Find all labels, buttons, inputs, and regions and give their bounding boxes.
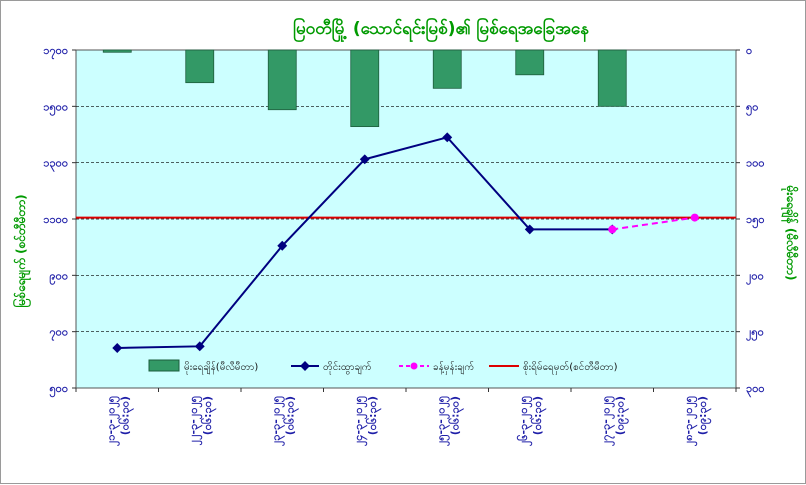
x-tick-label-time: (၀၆:၃၀) — [283, 396, 299, 435]
left-tick-label: ၁၁၀၀ — [43, 213, 68, 226]
x-tick-label-date: ၂၃-၃-၂၀၂၅ — [269, 395, 285, 446]
right-tick-label: ၃၀၀ — [746, 382, 765, 398]
x-tick-label-time: (၀၉:၃၀) — [696, 396, 712, 435]
legend-label-rainfall: မိုးရေချိန်(မီလီမီတာ) — [184, 360, 258, 375]
chart-title: မြဝတီမြို့ (သောင်ရင်းမြစ်)၏ မြစ်ရေအခြေအန… — [293, 16, 589, 43]
forecast-series-line — [612, 216, 695, 231]
rainfall-bar — [432, 49, 462, 89]
rainfall-bar — [102, 49, 132, 53]
legend-marker-forecast — [410, 362, 418, 370]
rainfall-bar — [515, 49, 545, 76]
forecast-point — [690, 213, 699, 222]
x-tick-label-date: ၂၁-၃-၂၀၂၅ — [104, 395, 120, 446]
left-tick-label: ၁၅၀၀ — [43, 100, 68, 116]
measured-point — [359, 154, 370, 165]
x-tick-label-date: ၂၅-၃-၂၀၂၅ — [434, 395, 450, 446]
forecast-point — [608, 225, 617, 234]
water-level-lines — [76, 132, 736, 353]
measured-point — [194, 341, 205, 352]
right-tick-label: ၂၅၀ — [746, 326, 764, 342]
left-tick-label: ၅၀၀ — [49, 382, 68, 398]
measured-point — [524, 224, 535, 235]
x-tick-label-date: ၂၇-၃-၂၀၂၅ — [599, 395, 615, 446]
legend-marker-measured — [300, 361, 310, 371]
x-tick-label-time: (၀၆:၃၀) — [531, 396, 547, 435]
x-tick-label-time: (၀၆:၃၀) — [118, 396, 134, 435]
rainfall-bars — [102, 49, 627, 128]
legend: မိုးရေချိန်(မီလီမီတာ) တိုင်းထွာချက် ခန့်မှ… — [148, 359, 618, 375]
x-tick-label-date: ၂၂-၃-၂၀၂၅ — [187, 395, 203, 445]
right-tick-label: ၅၀ — [746, 100, 758, 116]
left-axis-ticks: ၅၀၀ ၇၀၀ ၉၀၀ ၁၁၀၀ ၁၃၀၀ ၁၅၀၀ ၁၇၀၀ — [43, 44, 76, 398]
legend-label-warning: စိုးရိမ်ရေမှတ်(စင်တီမီတာ) — [523, 360, 618, 375]
x-tick-label-date: ၂၄-၃-၂၀၂၅ — [352, 395, 368, 446]
x-tick-label-time: (၀၆:၃၀) — [448, 396, 464, 435]
x-tick-label-time: (၀၉:၃၀) — [613, 396, 629, 435]
right-axis-label: မိုးရေချိန် (မီလီမီတာ) — [780, 185, 800, 281]
right-tick-label: ၂၀၀ — [746, 269, 764, 285]
legend-label-measured: တိုင်းထွာချက် — [323, 360, 372, 375]
measured-point — [442, 132, 453, 143]
right-tick-label: ၁၀၀ — [746, 157, 765, 170]
left-tick-label: ၉၀၀ — [49, 269, 68, 285]
rainfall-bar — [185, 49, 215, 84]
x-tick-label-time: (၀၆:၃၀) — [201, 396, 217, 435]
measured-point — [277, 240, 288, 251]
rainfall-bar — [350, 49, 380, 128]
right-tick-label: ၀ — [746, 44, 752, 57]
left-axis-label: မြစ်ရေမျက် (စင်တီမီတာ) — [11, 194, 32, 307]
left-tick-label: ၁၇၀၀ — [43, 44, 68, 60]
legend-swatch-rainfall — [148, 359, 180, 372]
x-tick-label-time: (၀၆:၃၀) — [366, 396, 382, 435]
x-tick-label-date: ၂၈-၃-၂၀၂၅ — [682, 395, 698, 446]
legend-label-forecast: ခန့်မှန်းချက် — [433, 360, 474, 375]
right-tick-label: ၁၅၀ — [746, 213, 765, 229]
rainfall-bar — [267, 49, 297, 111]
x-tick-label-date: ၂၆-၃-၂၀၂၅ — [517, 395, 533, 446]
left-tick-label: ၇၀၀ — [49, 326, 68, 342]
x-axis-ticks: ၂၁-၃-၂၀၂၅ (၀၆:၃၀) ၂၂-၃-၂၀၂၅ (၀၆:၃၀) ၂၃-၃-၂၀၂… — [75, 388, 737, 446]
left-tick-label: ၁၃၀၀ — [43, 157, 68, 173]
rainfall-bar — [597, 49, 627, 107]
